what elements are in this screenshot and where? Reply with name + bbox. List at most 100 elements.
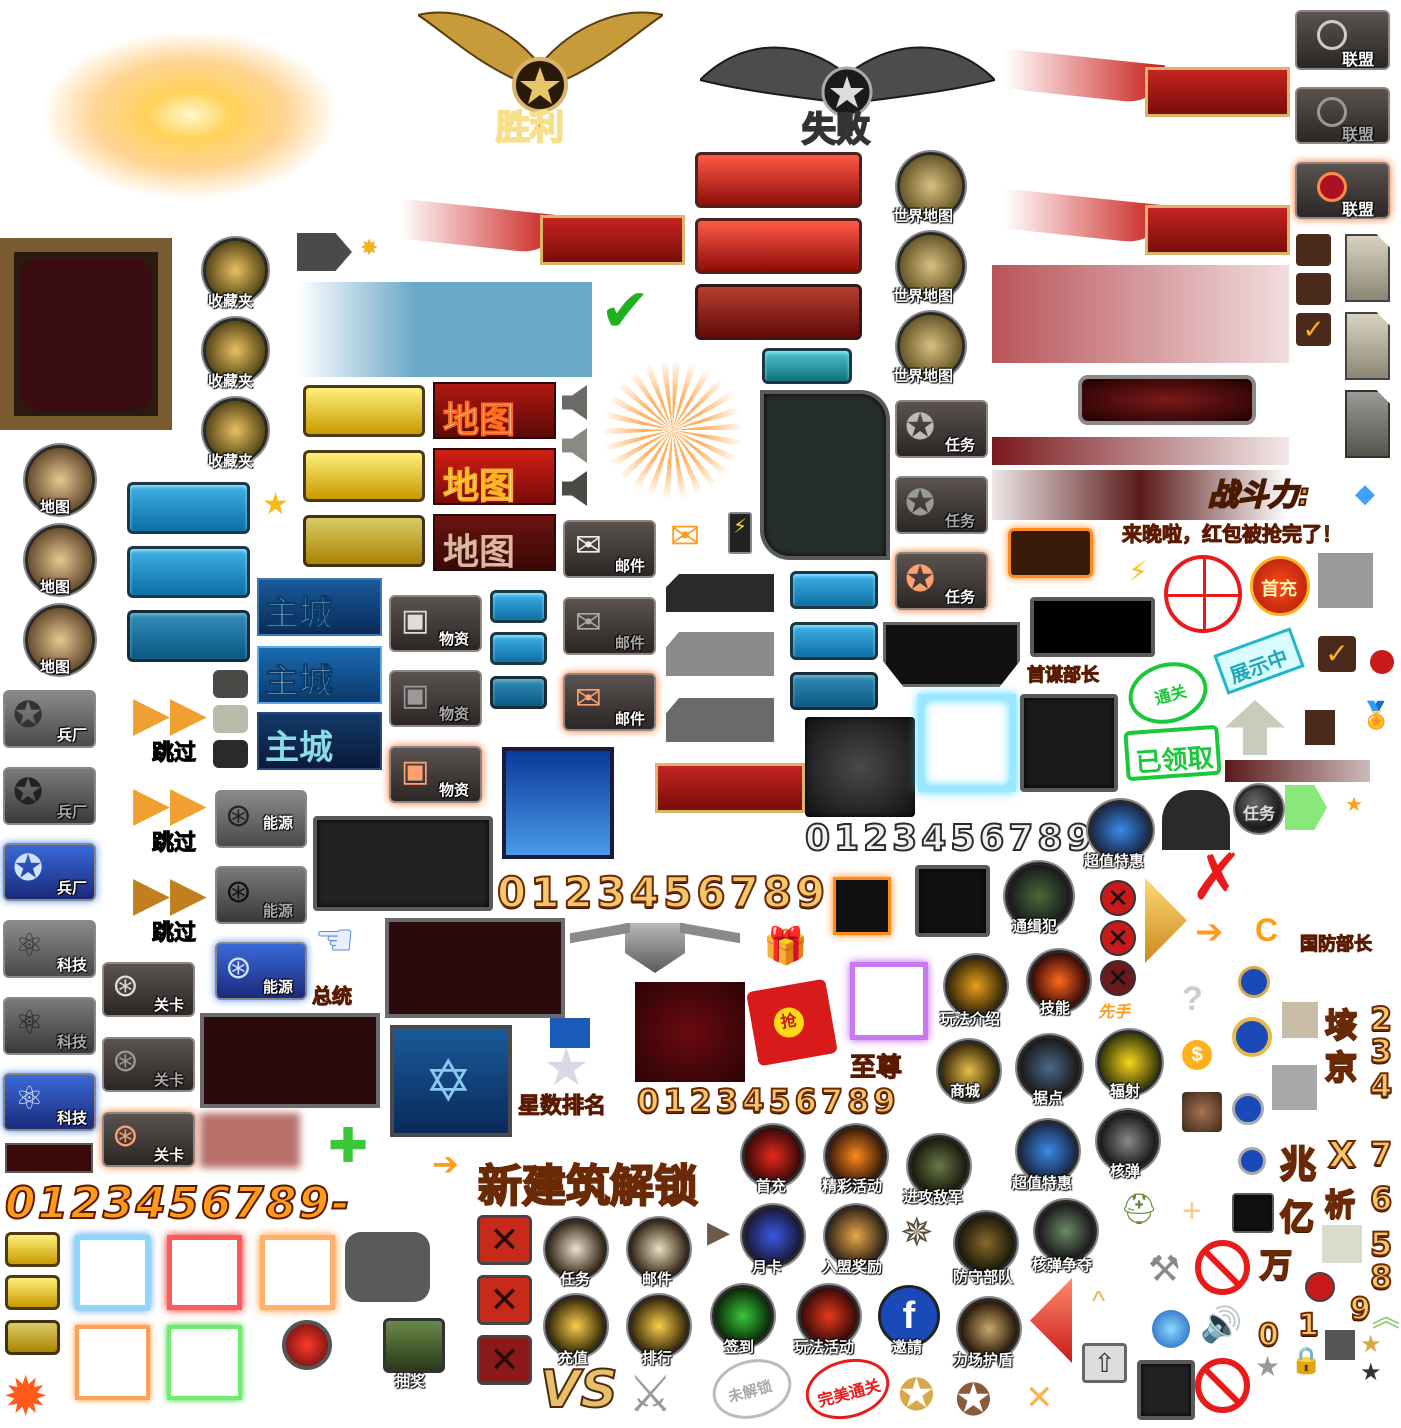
chat-bubble-icon[interactable] (213, 740, 248, 768)
energy-tile[interactable]: ⊛ 能源 (215, 866, 307, 924)
small-gold-button[interactable] (5, 1275, 60, 1310)
alliance-tab[interactable]: 联盟 (1295, 87, 1390, 144)
attack-enemy-icon[interactable] (908, 1135, 970, 1197)
speaker-icon[interactable] (562, 471, 587, 506)
map-icon[interactable] (25, 445, 95, 515)
blue-button[interactable] (127, 546, 250, 598)
level-tile[interactable]: ⊛ 关卡 (102, 962, 195, 1017)
main-city-button[interactable]: 主城 (257, 646, 382, 704)
map-button-disabled[interactable]: 地图 (433, 514, 556, 573)
shop-icon[interactable] (938, 1040, 1000, 1102)
gold-button[interactable] (303, 515, 425, 567)
red-button[interactable] (695, 152, 862, 208)
checkbox-checked-icon[interactable]: ✓ (1318, 636, 1356, 672)
small-blue-button[interactable] (490, 676, 547, 709)
mission-tile-active[interactable]: ✪ 任务 (895, 552, 988, 610)
mission-tile[interactable]: ✪ 任务 (895, 400, 988, 458)
level-tile[interactable]: ⊛ 关卡 (102, 1037, 195, 1092)
lottery-chest-icon[interactable] (383, 1318, 445, 1373)
month-card-icon[interactable] (742, 1205, 804, 1267)
red-triangle-arrow-icon[interactable] (1030, 1278, 1072, 1363)
gold-button[interactable] (303, 450, 425, 502)
play-event-icon[interactable] (798, 1285, 860, 1347)
sign-in-icon[interactable] (712, 1285, 774, 1347)
event-icon[interactable] (825, 1125, 887, 1187)
small-gold-button[interactable] (5, 1232, 60, 1267)
stronghold-icon[interactable] (1017, 1035, 1082, 1100)
mission-icon[interactable] (545, 1218, 607, 1280)
nuke-battle-icon[interactable] (1035, 1200, 1097, 1262)
speaker-icon[interactable] (562, 428, 587, 463)
skill-icon[interactable] (1028, 950, 1090, 1012)
factory-tile-active[interactable]: ✪ 兵厂 (3, 843, 96, 901)
blue-button-medium[interactable] (790, 622, 878, 660)
facebook-invite-icon[interactable]: f (878, 1285, 940, 1347)
upload-button-icon[interactable]: ⇧ (1082, 1343, 1127, 1383)
world-map-icon[interactable] (897, 232, 965, 300)
blue-button[interactable] (127, 610, 250, 662)
skip-icon[interactable]: ▶▶ (133, 778, 207, 831)
close-x-icon[interactable]: ✕ (1100, 920, 1136, 956)
wanted-icon[interactable] (1005, 862, 1073, 930)
factory-tile[interactable]: ✪ 兵厂 (3, 767, 96, 825)
mail-tile-active[interactable]: ✉ 邮件 (563, 673, 656, 731)
chat-bubble-icon[interactable] (213, 670, 248, 698)
blue-button-medium[interactable] (790, 672, 878, 710)
blue-button[interactable] (127, 482, 250, 534)
gold-button[interactable] (303, 385, 425, 437)
first-recharge-icon[interactable] (742, 1125, 804, 1187)
level-tile-active[interactable]: ⊛ 关卡 (102, 1112, 195, 1167)
close-box-icon[interactable]: ✕ (477, 1215, 532, 1265)
tech-tile[interactable]: ⚛ 科技 (3, 997, 96, 1055)
force-shield-icon[interactable] (958, 1298, 1020, 1360)
supplies-tile[interactable]: ▣ 物资 (389, 595, 482, 652)
checkbox-checked-icon[interactable]: ✓ (1296, 313, 1331, 346)
energy-tile[interactable]: ⊛ 能源 (215, 790, 307, 848)
mail-icon[interactable] (628, 1218, 690, 1280)
close-box-icon[interactable]: ✕ (477, 1335, 532, 1385)
mail-tile[interactable]: ✉ 邮件 (563, 597, 656, 655)
favorites-icon[interactable] (203, 318, 268, 383)
radiation-icon[interactable] (1097, 1030, 1162, 1095)
grey-tab[interactable] (1345, 390, 1390, 458)
speaker-on-icon[interactable]: 🔊 (1200, 1306, 1243, 1344)
mail-tile[interactable]: ✉ 邮件 (563, 520, 656, 578)
map-icon[interactable] (25, 605, 95, 675)
super-deal-icon[interactable] (1017, 1120, 1079, 1182)
small-gold-button[interactable] (5, 1320, 60, 1355)
grey-tab[interactable] (1345, 312, 1390, 380)
close-box-icon[interactable]: ✕ (477, 1275, 532, 1325)
mission-tile[interactable]: ✪ 任务 (895, 476, 988, 534)
grey-tab[interactable] (1345, 234, 1390, 302)
close-x-icon[interactable]: ✕ (1100, 880, 1136, 916)
defense-troops-icon[interactable] (955, 1212, 1017, 1274)
alliance-reward-icon[interactable] (825, 1205, 887, 1267)
favorites-icon[interactable] (203, 398, 268, 463)
small-blue-button[interactable] (490, 632, 547, 665)
factory-tile[interactable]: ✪ 兵厂 (3, 690, 96, 748)
red-orb-button-icon[interactable] (282, 1320, 332, 1370)
gameplay-intro-icon[interactable] (945, 955, 1007, 1017)
favorites-icon[interactable] (203, 238, 268, 303)
red-button[interactable] (695, 218, 862, 274)
ranking-icon[interactable] (628, 1295, 690, 1357)
tech-tile-active[interactable]: ⚛ 科技 (3, 1073, 96, 1131)
speaker-icon[interactable] (562, 385, 587, 420)
map-button[interactable]: 地图 (433, 448, 556, 508)
close-x-icon[interactable]: ✕ (1100, 960, 1136, 996)
red-button-dark[interactable] (695, 284, 862, 340)
small-blue-button[interactable] (490, 590, 547, 623)
super-deal-icon[interactable] (1088, 800, 1153, 860)
world-map-icon[interactable] (897, 312, 965, 380)
gold-triangle-arrow-icon[interactable] (1145, 878, 1187, 963)
main-city-button[interactable]: 主城 (257, 578, 382, 636)
recharge-icon[interactable] (545, 1295, 607, 1357)
red-packet-icon[interactable]: 抢 (746, 978, 838, 1067)
supplies-tile-active[interactable]: ▣ 物资 (389, 746, 482, 803)
main-city-button-disabled[interactable]: 主城 (257, 712, 382, 770)
blue-button-medium[interactable] (790, 571, 878, 609)
supplies-tile[interactable]: ▣ 物资 (389, 670, 482, 727)
teal-button[interactable] (762, 348, 852, 384)
chat-bubble-icon[interactable] (213, 705, 248, 733)
skip-icon[interactable]: ▶▶ (133, 688, 207, 741)
